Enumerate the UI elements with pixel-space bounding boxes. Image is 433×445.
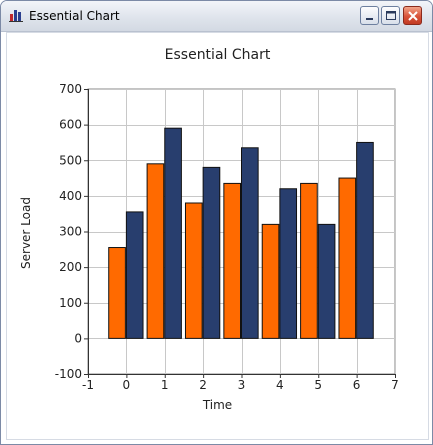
bar xyxy=(356,141,374,339)
bar xyxy=(261,223,280,339)
y-tick-label: 300 xyxy=(59,225,82,239)
chart-area: Essential Chart -100 0 100 200 300 400 500 600 7… xyxy=(6,32,429,440)
y-tick-label: 600 xyxy=(59,118,82,132)
x-tick-label: -1 xyxy=(82,378,94,392)
window-title: Essential Chart xyxy=(29,9,120,23)
bar xyxy=(223,182,242,339)
x-tick-label: 1 xyxy=(161,378,169,392)
x-tick-label: 0 xyxy=(123,378,131,392)
y-tick-label: 700 xyxy=(59,82,82,96)
x-tick-label: 7 xyxy=(391,378,399,392)
close-button[interactable] xyxy=(403,6,422,25)
bar xyxy=(164,127,182,339)
x-tick-label: 4 xyxy=(276,378,284,392)
x-tick-label: 2 xyxy=(199,378,207,392)
close-icon xyxy=(408,11,418,21)
y-tick-label: 0 xyxy=(74,331,82,345)
x-tick-label: 3 xyxy=(238,378,246,392)
x-tick-label: 6 xyxy=(353,378,361,392)
bar-chart: -100 0 100 200 300 400 500 600 700 -1 0 1 2 3 4 5 6 7 xyxy=(55,82,399,392)
bar xyxy=(146,163,165,339)
y-tick-label: 400 xyxy=(59,189,82,203)
y-tick-label: 200 xyxy=(59,260,82,274)
bar xyxy=(125,211,144,339)
bar xyxy=(300,182,318,339)
bar xyxy=(184,202,203,339)
bar xyxy=(202,166,221,339)
chart-title: Essential Chart xyxy=(164,47,271,63)
y-axis-label: Server Load xyxy=(19,197,33,269)
bar-chart-icon xyxy=(9,10,23,22)
x-axis-label: Time xyxy=(202,398,233,412)
y-tick-label: 500 xyxy=(59,153,82,167)
minimize-button[interactable] xyxy=(360,6,379,25)
bar xyxy=(338,177,357,339)
maximize-icon xyxy=(386,11,396,20)
maximize-button[interactable] xyxy=(381,6,400,25)
y-tick-label: 100 xyxy=(59,296,82,310)
title-bar[interactable]: Essential Chart xyxy=(1,1,432,32)
x-tick-label: 5 xyxy=(314,378,322,392)
y-tick-label: -100 xyxy=(55,367,82,381)
bar xyxy=(279,188,298,339)
minimize-icon xyxy=(366,18,373,20)
bar xyxy=(108,247,126,339)
bar xyxy=(317,223,336,339)
bar xyxy=(241,147,259,339)
